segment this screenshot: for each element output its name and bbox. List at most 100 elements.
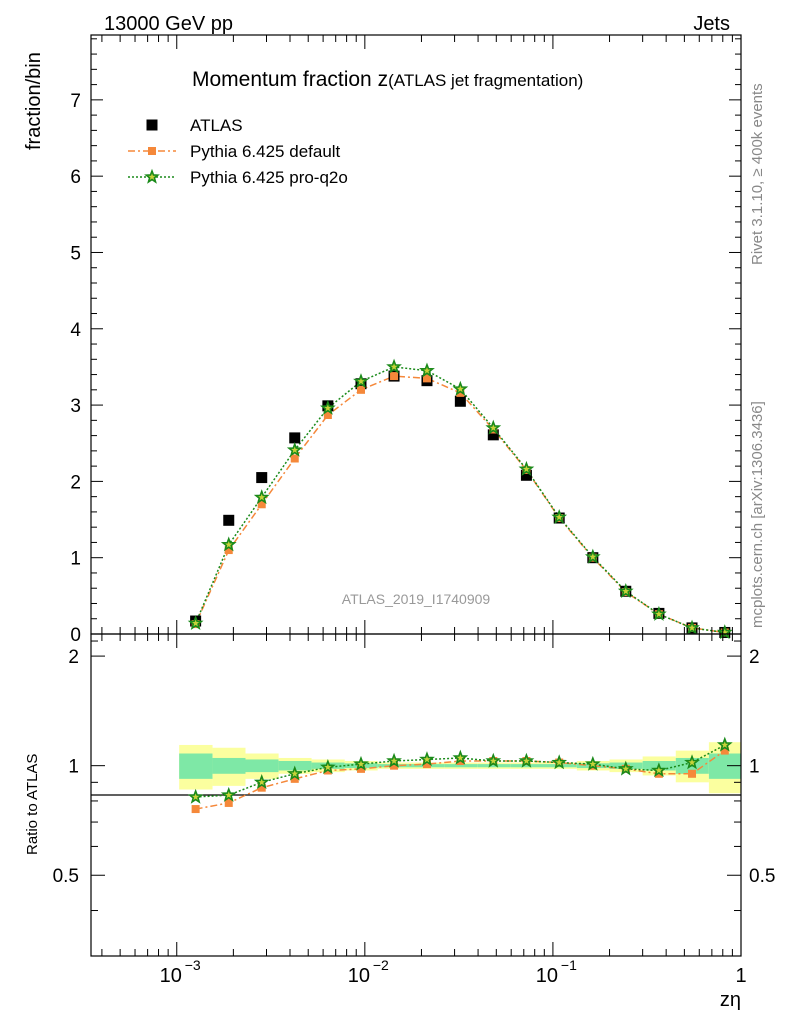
ratio-data-point bbox=[551, 754, 568, 770]
x-tick-label: 10 bbox=[348, 965, 370, 987]
header-left-label: 13000 GeV pp bbox=[104, 13, 233, 35]
main-ytick-label: 7 bbox=[70, 91, 81, 112]
main-data-point bbox=[257, 500, 266, 509]
legend-marker bbox=[144, 168, 160, 184]
analysis-watermark: ATLAS_2019_I1740909 bbox=[342, 591, 491, 607]
main-data-point bbox=[286, 441, 303, 457]
ratio-data-point bbox=[353, 755, 369, 771]
main-panel: 0 1 2 3 4 5 6 7 fraction/bin Momentum fraction … bbox=[23, 34, 742, 646]
ratio-data-point bbox=[286, 765, 303, 781]
main-data-point bbox=[390, 372, 399, 381]
main-data-point bbox=[256, 472, 268, 484]
ratio-data-point bbox=[452, 749, 469, 765]
ratio-data-point bbox=[651, 762, 667, 778]
legend-label: ATLAS bbox=[190, 116, 243, 135]
ratio-ytick-label: 1 bbox=[68, 757, 79, 778]
main-ytick-label: 2 bbox=[70, 472, 81, 493]
main-data-point bbox=[223, 514, 235, 526]
legend: ATLAS Pythia 6.425 default Pythia 6.425 pr… bbox=[128, 116, 348, 187]
header-right-label: Jets bbox=[693, 13, 730, 35]
ratio-ytick-label-right: 2 bbox=[749, 647, 760, 668]
main-ytick-label: 0 bbox=[70, 625, 81, 646]
ratio-panel: 0.5 0.51 12 2 10 −3 10 −2 10 −1 1 Ratio to ATLAS … bbox=[24, 633, 775, 1011]
ratio-ytick-label: 0.5 bbox=[53, 866, 79, 887]
main-data-point bbox=[617, 582, 634, 598]
ratio-band-inner bbox=[278, 760, 312, 771]
legend-label: Pythia 6.425 pro-q2o bbox=[190, 168, 348, 187]
main-data-point bbox=[323, 411, 332, 420]
ratio-band-inner bbox=[510, 764, 544, 768]
ratio-data-point bbox=[220, 786, 237, 802]
x-axis-label: zη bbox=[720, 989, 741, 1011]
main-data-point bbox=[551, 508, 568, 524]
chart-title: Momentum fraction z(ATLAS jet fragmentat… bbox=[192, 68, 583, 91]
main-data-point bbox=[290, 454, 299, 463]
main-ytick-label: 1 bbox=[70, 549, 81, 570]
ratio-data-point bbox=[684, 754, 700, 770]
ratio-ytick-label-right: 1 bbox=[749, 757, 760, 778]
ratio-data-point bbox=[688, 769, 697, 778]
main-data-point bbox=[187, 615, 204, 631]
main-data-point bbox=[518, 460, 535, 476]
legend-label: Pythia 6.425 default bbox=[190, 142, 341, 161]
ratio-band-inner bbox=[444, 764, 478, 768]
main-data-point bbox=[651, 605, 667, 621]
ratio-data-point bbox=[257, 783, 266, 792]
x-tick-label: 10 bbox=[536, 965, 558, 987]
x-tick-exponent: −3 bbox=[185, 957, 201, 973]
main-data-point bbox=[422, 374, 431, 383]
ratio-band-inner bbox=[477, 764, 511, 768]
rivet-version-label: Rivet 3.1.10, ≥ 400k events bbox=[749, 83, 766, 265]
main-ytick-label: 6 bbox=[70, 167, 81, 188]
ratio-ytick-label: 2 bbox=[68, 647, 79, 668]
main-data-point bbox=[520, 469, 532, 481]
ratio-band-inner bbox=[708, 753, 741, 779]
ratio-data-point bbox=[716, 736, 733, 752]
mcplots-label: mcplots.cern.ch [arXiv:1306.3436] bbox=[749, 401, 766, 628]
main-data-point bbox=[356, 385, 365, 394]
ratio-ytick-label-right: 0.5 bbox=[749, 866, 775, 887]
main-data-point bbox=[454, 395, 466, 407]
main-data-point bbox=[485, 419, 502, 435]
x-tick-label: 1 bbox=[735, 965, 746, 987]
main-data-point bbox=[353, 373, 369, 389]
main-y-axis-label: fraction/bin bbox=[23, 52, 45, 150]
ratio-data-point bbox=[319, 758, 336, 774]
main-data-point bbox=[584, 548, 601, 564]
ratio-data-point bbox=[518, 752, 535, 768]
legend-marker bbox=[146, 119, 158, 131]
main-data-point bbox=[419, 362, 435, 378]
main-data-point bbox=[452, 380, 469, 396]
ratio-data-point bbox=[419, 751, 435, 767]
ratio-data-point bbox=[187, 788, 204, 804]
ratio-frame bbox=[90, 633, 742, 957]
main-data-point bbox=[487, 429, 499, 441]
main-ytick-label: 4 bbox=[70, 320, 81, 341]
ratio-data-point bbox=[224, 798, 233, 807]
ratio-y-axis-label: Ratio to ATLAS bbox=[24, 754, 41, 855]
ratio-data-point bbox=[191, 805, 200, 814]
main-data-point bbox=[289, 432, 301, 444]
ratio-band-inner bbox=[212, 757, 246, 774]
ratio-data-point bbox=[485, 752, 502, 768]
ratio-data-point bbox=[386, 752, 402, 768]
ratio-band-inner bbox=[245, 759, 279, 773]
main-data-point bbox=[319, 399, 336, 415]
x-tick-label: 10 bbox=[160, 965, 182, 987]
x-tick-exponent: −2 bbox=[373, 957, 389, 973]
main-ytick-label: 5 bbox=[70, 243, 81, 264]
ratio-data-point bbox=[390, 761, 399, 770]
main-frame bbox=[90, 34, 742, 635]
ratio-data-point bbox=[584, 755, 601, 771]
ratio-data-point bbox=[356, 764, 365, 773]
main-data-point bbox=[224, 546, 233, 555]
ratio-data-point bbox=[617, 760, 634, 776]
ratio-data-point bbox=[290, 774, 299, 783]
ratio-data-point bbox=[422, 760, 431, 769]
ratio-data-point bbox=[720, 746, 729, 755]
main-data-point bbox=[716, 624, 733, 640]
ratio-band-inner bbox=[179, 753, 213, 779]
legend-marker bbox=[148, 147, 156, 155]
main-data-point bbox=[220, 536, 237, 552]
